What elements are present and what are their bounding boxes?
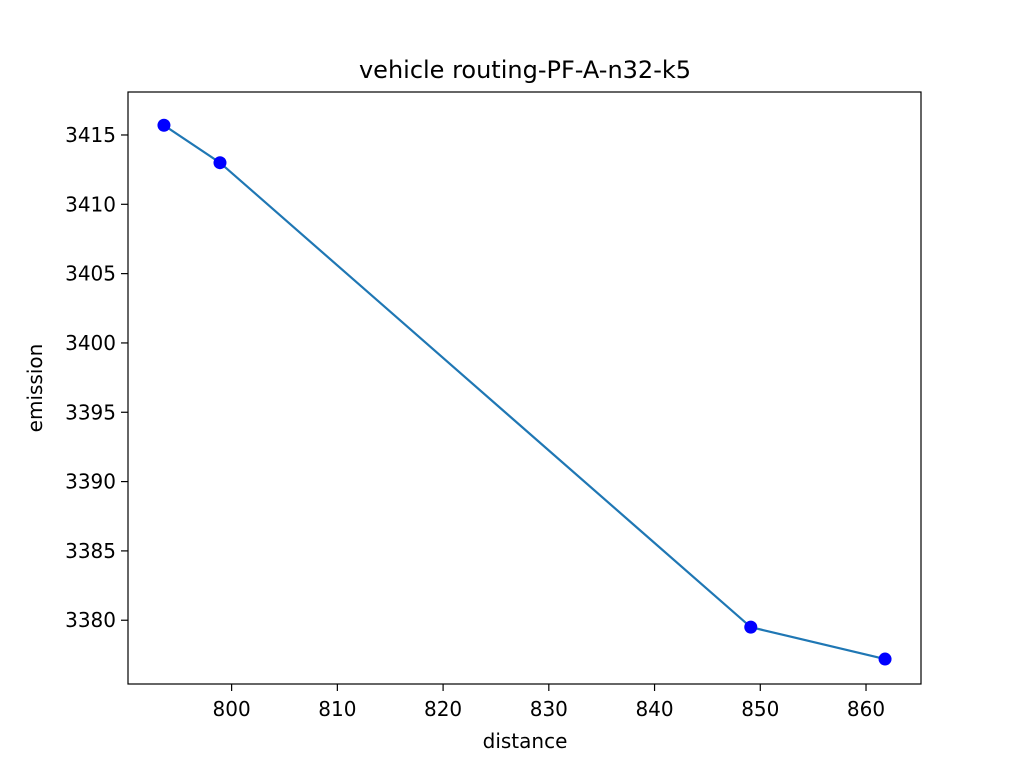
x-tick-label: 830: [530, 697, 568, 721]
x-tick-label: 810: [318, 697, 356, 721]
plot-series: [157, 118, 892, 666]
data-point: [878, 652, 892, 666]
y-tick-label: 3395: [65, 400, 116, 424]
y-tick-label: 3415: [65, 123, 116, 147]
y-tick-label: 3380: [65, 608, 116, 632]
x-tick-label: 800: [213, 697, 251, 721]
y-tick-label: 3385: [65, 539, 116, 563]
data-point: [744, 620, 758, 634]
data-point: [213, 156, 227, 170]
x-tick-label: 840: [635, 697, 673, 721]
x-axis-label: distance: [483, 729, 568, 753]
chart-title: vehicle routing-PF-A-n32-k5: [359, 56, 691, 84]
y-tick-label: 3400: [65, 331, 116, 355]
data-point: [157, 118, 171, 132]
y-tick-label: 3410: [65, 192, 116, 216]
y-tick-label: 3390: [65, 470, 116, 494]
plot-frame: [127, 91, 922, 685]
x-tick-label: 860: [847, 697, 885, 721]
series-line: [163, 124, 886, 661]
y-axis-ticks: 3380 3385 3390 3395 3400 3405 3410 3415: [65, 123, 128, 632]
y-tick-label: 3405: [65, 262, 116, 286]
y-axis-label: emission: [23, 344, 47, 433]
x-tick-label: 850: [741, 697, 779, 721]
x-axis-ticks: 800 810 820 830 840 850 860: [213, 684, 885, 721]
x-tick-label: 820: [424, 697, 462, 721]
